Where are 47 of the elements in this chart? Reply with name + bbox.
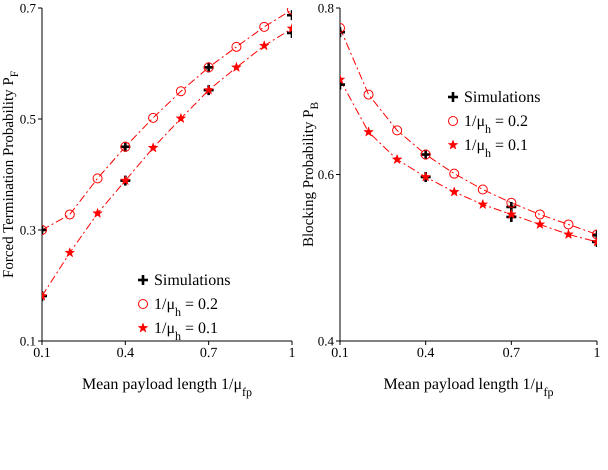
x-tick-label: 0.4: [416, 346, 434, 361]
point: [506, 209, 516, 219]
legend-label: Simulations: [154, 272, 230, 289]
point: [506, 198, 516, 208]
x-tick-label: 0.7: [502, 346, 520, 361]
legend-label: 1/μ$_{h}$ = 0.2: [464, 113, 528, 136]
point: [364, 126, 374, 136]
point: [148, 142, 158, 152]
point: [534, 219, 545, 229]
point: [478, 184, 488, 194]
x-tick-label: 0.4: [116, 346, 134, 361]
point: [364, 90, 374, 100]
point: [92, 173, 103, 184]
y-tick-label: 0.3: [20, 222, 36, 238]
legend-label: Simulations: [464, 89, 540, 106]
x-tick-label: 1: [288, 346, 296, 361]
point: [231, 62, 242, 72]
point: [259, 22, 270, 32]
point: [478, 199, 488, 209]
point: [563, 219, 574, 230]
point: [231, 42, 242, 52]
point: [563, 229, 574, 239]
x-axis-title: Mean payload length 1/μ$_{fp}$: [383, 376, 554, 399]
point: [449, 168, 460, 179]
y-tick-label: 0.7: [20, 0, 36, 16]
y-tick-label: 0.8: [318, 0, 334, 16]
x-tick-label: 0.1: [33, 346, 51, 361]
legend-label: 1/μ$_{h}$ = 0.2: [154, 296, 218, 319]
point: [259, 40, 270, 50]
point: [449, 186, 460, 196]
point: [92, 208, 103, 218]
point: [392, 154, 402, 164]
point: [534, 209, 545, 220]
x-tick-label: 0.7: [200, 346, 218, 361]
legend-label: 1/μ$_{h}$ = 0.1: [464, 137, 528, 160]
y-tick-label: 0.1: [20, 334, 36, 349]
point: [176, 86, 186, 96]
y-tick-label: 0.5: [20, 112, 36, 127]
point: [148, 112, 158, 123]
legend-label: 1/μ$_{h}$ = 0.1: [154, 320, 218, 343]
x-tick-label: 1: [594, 346, 600, 361]
point: [64, 209, 75, 220]
point: [64, 248, 75, 258]
y-tick-label: 0.6: [318, 167, 334, 182]
point: [176, 113, 186, 123]
x-axis-title: Mean payload length 1/μ$_{fp}$: [82, 376, 252, 399]
point: [392, 125, 402, 136]
